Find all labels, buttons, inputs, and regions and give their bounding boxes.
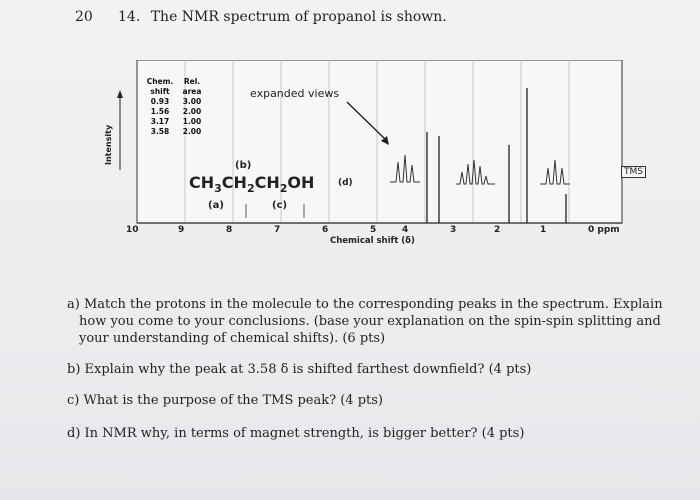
table-row: 3.17 1.00	[143, 117, 207, 127]
question-list: a) Match the protons in the molecule to …	[67, 296, 677, 442]
label-c: (c)	[272, 200, 288, 211]
tms-label: TMS	[621, 166, 646, 178]
x-tick: 4	[402, 225, 409, 235]
table-row: 3.58 2.00	[143, 127, 207, 137]
label-d: (d)	[338, 178, 353, 188]
table-cell: 3.17	[150, 117, 170, 126]
x-tick: 0 ppm	[588, 225, 620, 235]
x-tick: 3	[450, 225, 457, 235]
label-b: (b)	[235, 160, 252, 171]
multiplet-a	[390, 154, 420, 183]
spectrum-plot	[117, 60, 623, 224]
multiplet-b	[456, 159, 495, 185]
table-cell: 1.00	[182, 117, 202, 126]
spectrum-gridlines	[184, 60, 570, 223]
question-number: 14.	[118, 9, 141, 25]
x-tick: 8	[226, 225, 233, 235]
expanded-views-arrow	[346, 101, 387, 141]
table-row: 1.56 2.00	[143, 107, 207, 117]
question-heading: 14. The NMR spectrum of propanol is show…	[118, 9, 447, 25]
x-tick: 1	[540, 225, 547, 235]
multiplet-c	[540, 159, 570, 185]
table-row: 0.93 3.00	[143, 97, 207, 107]
page-number: 20	[75, 9, 93, 25]
x-tick: 5	[370, 225, 377, 235]
chemical-shift-table: Chem. shift Rel. area 0.93 3.00 1.56 2.0…	[143, 77, 207, 137]
spectrum-peaks	[426, 88, 567, 223]
table-cell: 3.00	[182, 97, 202, 106]
question-d: d) In NMR why, in terms of magnet streng…	[67, 426, 525, 441]
expanded-views-label: expanded views	[250, 87, 340, 100]
expanded-views-arrowhead	[381, 136, 389, 145]
table-cell: 0.93	[150, 97, 170, 106]
table-cell: 1.56	[150, 107, 170, 116]
question-a: a) Match the protons in the molecule to …	[67, 297, 663, 346]
x-tick: 2	[494, 225, 501, 235]
question-b: b) Explain why the peak at 3.58 δ is shi…	[67, 362, 532, 377]
spectrum-frame	[136, 60, 623, 224]
y-axis-label: Intensity	[104, 124, 113, 165]
intensity-arrowhead	[117, 90, 123, 98]
x-tick: 9	[178, 225, 185, 235]
table-cell: 3.58	[150, 127, 170, 136]
table-header: Chem. shift Rel. area	[143, 77, 207, 97]
expanded-multiplets	[390, 154, 570, 185]
x-tick: 7	[274, 225, 281, 235]
table-header-shift: Chem. shift	[146, 77, 174, 96]
table-cell: 2.00	[182, 127, 202, 136]
x-axis-label: Chemical shift (δ)	[330, 236, 415, 246]
propanol-formula: CH3CH2CH2OH	[189, 173, 315, 196]
nmr-spectrum-figure: Chem. shift Rel. area 0.93 3.00 1.56 2.0…	[90, 60, 650, 255]
table-header-area: Rel. area	[182, 77, 202, 96]
table-cell: 2.00	[182, 107, 202, 116]
question-title: The NMR spectrum of propanol is shown.	[150, 9, 447, 25]
x-tick: 6	[322, 225, 329, 235]
label-a: (a)	[208, 200, 224, 211]
question-c: c) What is the purpose of the TMS peak? …	[67, 393, 383, 408]
x-tick: 10	[126, 225, 139, 235]
